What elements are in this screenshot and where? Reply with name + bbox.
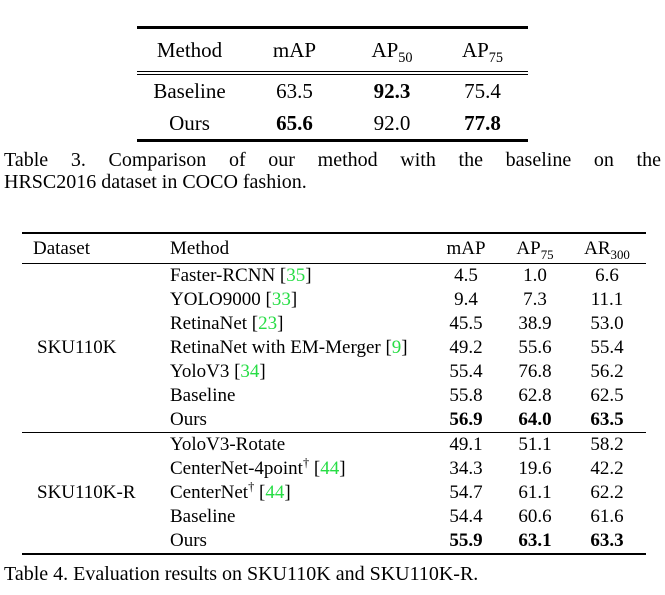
table-row: RetinaNet with EM-Merger [9] 49.2 55.6 5… (22, 336, 646, 360)
citation-link[interactable]: 23 (258, 313, 278, 334)
table4-header: Dataset Method mAP AP75 AR300 (22, 233, 646, 264)
col-header-method: Method (170, 237, 230, 259)
ar300-cell: 56.2 (590, 361, 624, 382)
ar300-cell: 63.5 (590, 409, 624, 430)
ar300-cell: 61.6 (590, 506, 624, 527)
ar300-cell: 11.1 (590, 289, 624, 310)
method-cell: CenterNet† [44] (170, 479, 291, 503)
method-cell: RetinaNet with EM-Merger [9] (170, 337, 408, 358)
ap75-cell: 61.1 (518, 482, 552, 503)
ap75-cell: 76.8 (518, 361, 552, 382)
map-cell: 55.9 (449, 530, 483, 551)
map-cell: 55.8 (449, 385, 483, 406)
ap75-cell: 63.1 (518, 530, 552, 551)
map-cell: 56.9 (449, 409, 483, 430)
map-cell: 55.4 (449, 361, 483, 382)
citation-link[interactable]: 44 (320, 458, 340, 479)
table-row: Baseline 55.8 62.8 62.5 (22, 384, 646, 408)
map-cell: 9.4 (454, 289, 478, 310)
citation-link[interactable]: 33 (271, 289, 291, 310)
ap75-cell: 62.8 (518, 385, 552, 406)
table-row: Baseline 54.4 60.6 61.6 (22, 505, 646, 529)
table-row: SKU110K-R YoloV3-Rotate 49.1 51.1 58.2 (22, 432, 646, 503)
table-header-row: Method mAP AP50 AP75 (137, 28, 528, 73)
table3-caption: Table 3. Comparison of our method with t… (4, 149, 661, 193)
method-cell: Baseline (170, 385, 236, 406)
ap75-cell: 55.6 (518, 337, 552, 358)
method-cell: YoloV3 [34] (170, 361, 266, 382)
method-cell: YoloV3-Rotate (170, 434, 286, 455)
ar300-cell: 62.5 (590, 385, 624, 406)
ap75-cell: 7.3 (523, 289, 547, 310)
ap75-cell: 75.4 (464, 78, 501, 103)
table-row: Ours 56.9 64.0 63.5 (22, 408, 646, 433)
ar300-cell: 55.4 (590, 337, 624, 358)
map-cell: 49.1 (449, 434, 483, 455)
ap50-cell: 92.0 (373, 110, 411, 135)
ar300-cell: 6.6 (595, 265, 619, 286)
method-cell: Ours (169, 110, 210, 135)
col-header-dataset: Dataset (33, 237, 90, 259)
table-row: Ours 65.6 92.0 77.8 (137, 107, 528, 141)
citation-link[interactable]: 44 (265, 482, 285, 503)
method-cell: Baseline (170, 506, 236, 527)
table3-header: Method mAP AP50 AP75 (137, 28, 528, 73)
ap75-cell: 1.0 (523, 265, 547, 286)
method-cell: YOLO9000 [33] (170, 289, 298, 310)
map-cell: 54.7 (449, 482, 483, 503)
map-cell: 54.4 (449, 506, 483, 527)
col-header-ap50: AP50 (371, 37, 413, 66)
ar300-cell: 58.2 (590, 434, 624, 455)
method-cell: CenterNet-4point† [44] (170, 455, 346, 479)
ap75-cell: 77.8 (464, 110, 501, 135)
table-row: YOLO9000 [33] 9.4 7.3 11.1 (22, 288, 646, 312)
table-row: CenterNet† [44] 54.7 61.1 62.2 (22, 479, 646, 505)
table3-hrsc2016: Method mAP AP50 AP75 Baseline 63.5 92.3 … (137, 26, 528, 142)
ap75-cell: 60.6 (518, 506, 552, 527)
method-cell: Faster-RCNN [35] (170, 265, 312, 286)
table-row: Ours 55.9 63.1 63.3 (22, 529, 646, 554)
method-cell: RetinaNet [23] (170, 313, 284, 334)
map-cell: 45.5 (449, 313, 483, 334)
table-row: SKU110K Faster-RCNN [35] 4.5 1.0 6.6 (22, 264, 646, 358)
table-row: RetinaNet [23] 45.5 38.9 53.0 (22, 312, 646, 336)
map-cell: 34.3 (449, 458, 483, 479)
method-cell: Ours (170, 530, 207, 551)
ap75-cell: 64.0 (518, 409, 552, 430)
table-row: Baseline 63.5 92.3 75.4 (137, 73, 528, 107)
col-header-map: mAP (272, 37, 317, 62)
ar300-cell: 62.2 (590, 482, 624, 503)
col-header-ap75: AP75 (461, 37, 504, 66)
method-cell: Ours (170, 409, 207, 430)
ar300-cell: 53.0 (590, 313, 624, 334)
map-cell: 65.6 (276, 110, 313, 135)
citation-link[interactable]: 34 (240, 361, 260, 382)
citation-link[interactable]: 9 (391, 337, 402, 358)
col-header-ar300: AR300 (584, 237, 630, 262)
map-cell: 63.5 (276, 78, 313, 103)
ar300-cell: 63.3 (590, 530, 624, 551)
ap75-cell: 51.1 (518, 434, 552, 455)
dataset-label-sku110k-r: SKU110K-R (37, 482, 136, 503)
map-cell: 49.2 (449, 337, 483, 358)
table-row: CenterNet-4point† [44] 34.3 19.6 42.2 (22, 455, 646, 481)
table-row: YoloV3 [34] 55.4 76.8 56.2 (22, 360, 646, 384)
col-header-method: Method (156, 37, 223, 62)
table-header-row: Dataset Method mAP AP75 AR300 (22, 233, 646, 264)
col-header-map: mAP (446, 237, 486, 259)
ap75-cell: 19.6 (518, 458, 552, 479)
method-cell: Baseline (153, 78, 226, 103)
dataset-label-sku110k: SKU110K (37, 337, 117, 358)
ap50-cell: 92.3 (373, 78, 411, 103)
map-cell: 4.5 (454, 265, 478, 286)
ap75-cell: 38.9 (518, 313, 552, 334)
table3-caption-line1: Table 3. Comparison of our method with t… (4, 149, 661, 171)
ar300-cell: 42.2 (590, 458, 624, 479)
table3-caption-line2: HRSC2016 dataset in COCO fashion. (4, 171, 307, 193)
table4-caption: Table 4. Evaluation results on SKU110K a… (4, 563, 479, 585)
citation-link[interactable]: 35 (286, 265, 306, 286)
table4-sku110k: Dataset Method mAP AP75 AR300 SKU110K Fa… (22, 232, 646, 555)
col-header-ap75: AP75 (516, 237, 554, 262)
